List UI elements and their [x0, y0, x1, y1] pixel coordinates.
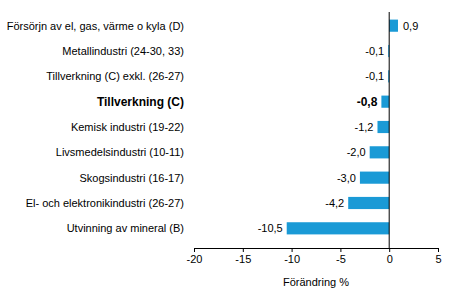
- data-label: -0,8: [357, 95, 378, 109]
- category-label: Kemisk industri (19-22): [71, 121, 184, 133]
- category-label: El- och elektronikindustri (26-27): [26, 197, 184, 209]
- tick: -15: [235, 248, 251, 265]
- data-label: -0,1: [365, 70, 384, 82]
- data-label: -2,0: [347, 146, 366, 158]
- category-label: Metallindustri (24-30, 33): [62, 45, 184, 57]
- data-label: -0,1: [365, 45, 384, 57]
- category-label: Livsmedelsindustri (10-11): [56, 146, 184, 158]
- tick-mark: [389, 248, 390, 252]
- bar: [377, 121, 389, 133]
- x-axis: -20 -15 -10 -5 0 5: [187, 248, 442, 265]
- tick: 0: [387, 248, 393, 265]
- tick: 5: [435, 248, 441, 265]
- tick: -5: [336, 248, 346, 265]
- bar: [389, 20, 398, 32]
- category-label: Försörjn av el, gas, värme o kyla (D): [7, 20, 184, 32]
- data-label: -4,2: [325, 197, 344, 209]
- chart: Försörjn av el, gas, värme o kyla (D) Met…: [0, 0, 454, 302]
- x-axis-title: Förändring %: [283, 276, 349, 288]
- category-label: Skogsindustri (16-17): [79, 172, 184, 184]
- category-label: Tillverkning (C) exkl. (26-27): [46, 70, 184, 82]
- tick-mark: [194, 248, 195, 252]
- data-label: 0,9: [403, 20, 418, 32]
- tick-label: 5: [435, 253, 441, 265]
- data-label: -1,2: [355, 121, 374, 133]
- category-labels: Försörjn av el, gas, värme o kyla (D) Met…: [7, 20, 184, 235]
- bar: [348, 197, 389, 209]
- data-labels: 0,9 -0,1 -0,1 -0,8 -1,2 -2,0 -3,0 -4,2 -10,5: [258, 20, 419, 235]
- bar: [381, 96, 389, 108]
- tick-label: 0: [387, 253, 393, 265]
- bar: [287, 222, 389, 234]
- category-label: Utvinning av mineral (B): [67, 222, 184, 234]
- tick-mark: [243, 248, 244, 252]
- tick-label: -5: [336, 253, 346, 265]
- tick: -10: [284, 248, 300, 265]
- bar: [360, 172, 389, 184]
- data-label: -10,5: [258, 222, 283, 234]
- bar: [370, 146, 390, 158]
- category-label: Tillverkning (C): [97, 95, 184, 109]
- tick-mark: [438, 248, 439, 252]
- data-label: -3,0: [337, 172, 356, 184]
- axis-line: [195, 249, 439, 253]
- bars: [287, 20, 398, 235]
- tick-label: -15: [235, 253, 251, 265]
- tick-mark: [292, 248, 293, 252]
- tick-label: -10: [284, 253, 300, 265]
- tick-mark: [340, 248, 341, 252]
- tick: -20: [187, 248, 203, 265]
- tick-label: -20: [187, 253, 203, 265]
- zero-line: [389, 12, 390, 248]
